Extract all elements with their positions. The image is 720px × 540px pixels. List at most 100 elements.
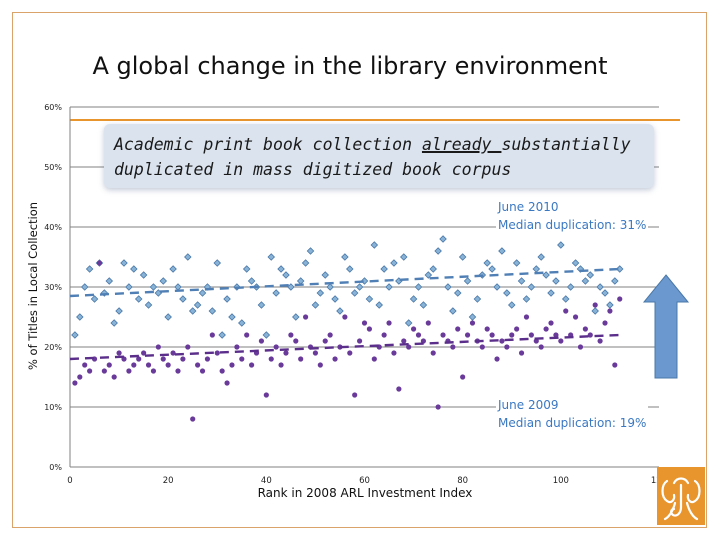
x-axis-label: Rank in 2008 ARL Investment Index bbox=[258, 486, 473, 500]
slide-title: A global change in the library environme… bbox=[92, 52, 608, 80]
y-axis-label: % of Titles in Local Collection bbox=[26, 202, 40, 370]
data-point-2009 bbox=[214, 350, 220, 356]
data-point-2009 bbox=[440, 332, 446, 338]
data-point-2010 bbox=[547, 289, 555, 297]
data-point-2010 bbox=[591, 307, 599, 315]
data-point-2010 bbox=[566, 283, 575, 291]
data-point-2010 bbox=[292, 313, 300, 321]
x-tick-label: 100 bbox=[553, 476, 569, 486]
data-point-2009 bbox=[597, 338, 603, 344]
data-point-2009 bbox=[332, 356, 338, 362]
data-point-2009 bbox=[82, 362, 88, 368]
x-tick-label: 20 bbox=[163, 476, 174, 486]
data-point-2009 bbox=[145, 362, 152, 368]
data-point-2009 bbox=[499, 338, 505, 344]
data-point-2010 bbox=[463, 277, 472, 285]
y-tick-label: 50% bbox=[44, 163, 62, 172]
data-point-2009 bbox=[464, 332, 471, 338]
data-point-2009 bbox=[435, 404, 441, 410]
data-point-2009 bbox=[180, 356, 186, 362]
data-point-2010 bbox=[179, 295, 187, 303]
series-2009-points bbox=[72, 260, 623, 422]
elephant-logo-icon bbox=[657, 467, 705, 525]
data-point-2009 bbox=[111, 374, 117, 380]
data-point-2009 bbox=[420, 338, 426, 344]
series-2010-points bbox=[71, 235, 624, 339]
june-2009-median: Median duplication: 19% bbox=[498, 416, 647, 430]
data-point-2010 bbox=[247, 277, 256, 285]
callout-text-post: substantially bbox=[501, 135, 631, 154]
data-point-2010 bbox=[213, 259, 222, 267]
y-tick-label: 20% bbox=[44, 343, 62, 352]
data-point-2009 bbox=[538, 344, 544, 350]
data-point-2009 bbox=[518, 350, 525, 356]
data-point-2009 bbox=[150, 368, 157, 374]
data-point-2009 bbox=[381, 332, 387, 338]
june-2010-label: June 2010 bbox=[498, 200, 559, 214]
data-point-2009 bbox=[401, 338, 407, 344]
data-point-2010 bbox=[316, 289, 325, 297]
data-point-2010 bbox=[414, 283, 423, 291]
data-point-2009 bbox=[278, 362, 284, 368]
data-point-2010 bbox=[419, 301, 428, 309]
data-point-2010 bbox=[503, 289, 511, 297]
data-point-2010 bbox=[306, 247, 315, 255]
data-point-2009 bbox=[317, 362, 323, 368]
data-point-2010 bbox=[512, 259, 521, 267]
data-point-2010 bbox=[134, 295, 143, 303]
data-point-2010 bbox=[606, 301, 614, 309]
june-2010-median: Median duplication: 31% bbox=[498, 218, 647, 232]
data-point-2010 bbox=[375, 301, 383, 309]
data-point-2009 bbox=[131, 362, 137, 368]
data-point-2010 bbox=[125, 283, 133, 291]
june-2009-label: June 2009 bbox=[498, 398, 559, 412]
data-point-2009 bbox=[327, 332, 333, 338]
data-point-2010 bbox=[498, 247, 506, 255]
data-point-2009 bbox=[116, 350, 122, 356]
data-point-2009 bbox=[391, 350, 397, 356]
data-point-2010 bbox=[350, 289, 359, 297]
data-point-2009 bbox=[356, 338, 363, 344]
data-point-2010 bbox=[331, 295, 339, 303]
data-point-2010 bbox=[71, 331, 79, 339]
data-point-2010 bbox=[80, 283, 89, 291]
data-point-2010 bbox=[552, 277, 560, 285]
data-point-2009 bbox=[587, 332, 593, 338]
data-point-2009 bbox=[155, 344, 161, 350]
y-tick-labels: 0% 10% 20% 30% 40% 50% 60% bbox=[44, 103, 62, 472]
trendline-2009 bbox=[69, 333, 620, 361]
data-point-2010 bbox=[424, 271, 433, 279]
data-point-2010 bbox=[238, 319, 246, 327]
data-point-2009 bbox=[244, 332, 250, 338]
data-point-2009 bbox=[322, 338, 328, 344]
data-point-2009 bbox=[366, 326, 373, 332]
data-point-2010 bbox=[390, 259, 398, 267]
data-point-2010 bbox=[169, 265, 177, 273]
x-tick-label: 80 bbox=[457, 476, 468, 486]
data-point-2009 bbox=[229, 362, 235, 368]
data-point-2009 bbox=[170, 350, 176, 356]
data-point-2010 bbox=[596, 283, 604, 291]
y-tick-label: 40% bbox=[44, 223, 62, 232]
data-point-2009 bbox=[386, 320, 392, 326]
data-point-2010 bbox=[370, 241, 379, 249]
data-point-2010 bbox=[336, 307, 344, 315]
data-point-2010 bbox=[193, 301, 202, 309]
up-arrow-icon bbox=[642, 274, 690, 379]
data-point-2010 bbox=[242, 265, 251, 273]
data-point-2010 bbox=[346, 265, 354, 273]
data-point-2009 bbox=[489, 332, 495, 338]
data-point-2010 bbox=[473, 295, 482, 303]
data-point-2010 bbox=[174, 283, 182, 291]
y-tick-label: 0% bbox=[49, 463, 62, 472]
data-point-2009 bbox=[460, 374, 466, 380]
data-point-2010 bbox=[449, 307, 457, 315]
callout-line-1: Academic print book collection already s… bbox=[114, 132, 644, 157]
slide-frame bbox=[12, 12, 707, 528]
y-tick-label: 10% bbox=[44, 403, 62, 412]
data-point-2010 bbox=[444, 283, 452, 291]
data-point-2010 bbox=[527, 283, 536, 291]
data-point-2009 bbox=[553, 332, 559, 338]
data-point-2010 bbox=[493, 283, 501, 291]
